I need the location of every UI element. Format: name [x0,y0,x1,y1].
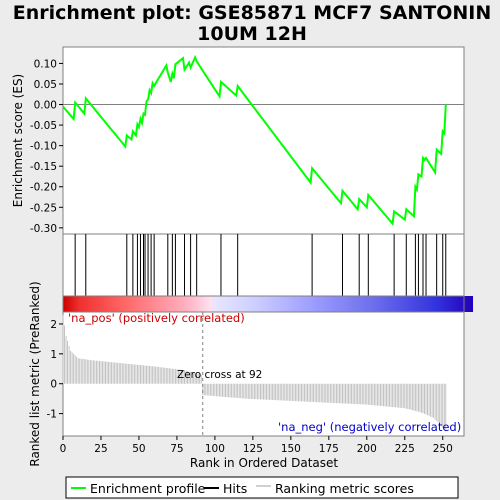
rank-y-tick-label: 0 [50,379,57,391]
rank-gradient-panel [62,295,473,313]
es-panel: 0.10 0.05 0.00 -0.05 -0.10 -0.15 -0.20 -0.25 -0.… [11,46,465,235]
legend-label-ranking-metric-scores: Ranking metric scores [275,481,414,496]
es-y-tick-label: 0.05 [34,79,57,91]
positive-correlation-label: 'na_pos' (positively correlated) [68,311,245,325]
legend-label-hits: Hits [223,481,247,496]
x-tick-label: 225 [395,443,415,455]
legend: Enrichment profile Hits Ranking metric s… [65,476,459,499]
es-y-tick-label: -0.05 [30,120,57,132]
zero-cross-label: Zero cross at 92 [177,369,262,381]
legend-box [65,476,459,499]
hit-marks [74,234,447,296]
x-axis-label: Rank in Ordered Dataset [190,456,338,470]
es-y-tick-label: -0.15 [30,161,57,173]
rank-y-tick-label: 2 [50,319,57,331]
rank-metric-panel: 2 1 0 -1 Zero cross at 92 'na_pos' (positiv… [28,281,465,470]
rank-y-axis: 2 1 0 -1 [47,319,63,421]
es-panel-background [62,46,465,235]
x-tick-label: 75 [170,443,183,455]
hits-panel-background [62,233,465,297]
es-y-tick-label: 0.00 [34,100,57,112]
x-tick-label: 100 [205,443,225,455]
x-axis: 0 25 50 75 100 125 150 175 200 225 250 [60,436,453,455]
ranking-metric-bars [62,314,447,432]
x-tick-label: 175 [319,443,339,455]
negative-correlation-label: 'na_neg' (negatively correlated) [278,420,461,434]
x-tick-label: 125 [243,443,263,455]
es-y-tick-label: -0.25 [30,202,57,214]
es-y-axis: 0.10 0.05 0.00 -0.05 -0.10 -0.15 -0.20 -0.25 -0.… [30,58,63,235]
x-tick-label: 25 [94,443,107,455]
es-y-tick-label: -0.10 [30,141,57,153]
hits-panel [62,233,465,297]
legend-label-enrichment-profile: Enrichment profile [90,481,206,496]
x-tick-label: 150 [281,443,301,455]
es-y-tick-label: -0.20 [30,182,57,194]
x-tick-label: 250 [433,443,453,455]
x-tick-label: 200 [357,443,377,455]
es-y-tick-label: -0.30 [30,223,57,235]
rank-color-bar [63,296,473,312]
chart-title-line1: Enrichment plot: GSE85871 MCF7 SANTONIN [13,2,491,24]
x-tick-label: 0 [60,443,67,455]
rank-y-tick-label: -1 [47,409,57,421]
x-tick-label: 50 [132,443,145,455]
rank-metric-panel-background [62,311,465,437]
es-y-axis-label: Enrichment score (ES) [11,74,25,207]
enrichment-profile-line [62,54,447,227]
es-y-tick-label: 0.10 [34,58,57,70]
rank-y-tick-label: 1 [50,349,57,361]
chart-title-line2: 10UM 12H [197,23,307,45]
rank-y-axis-label: Ranked list metric (PreRanked) [28,281,42,466]
